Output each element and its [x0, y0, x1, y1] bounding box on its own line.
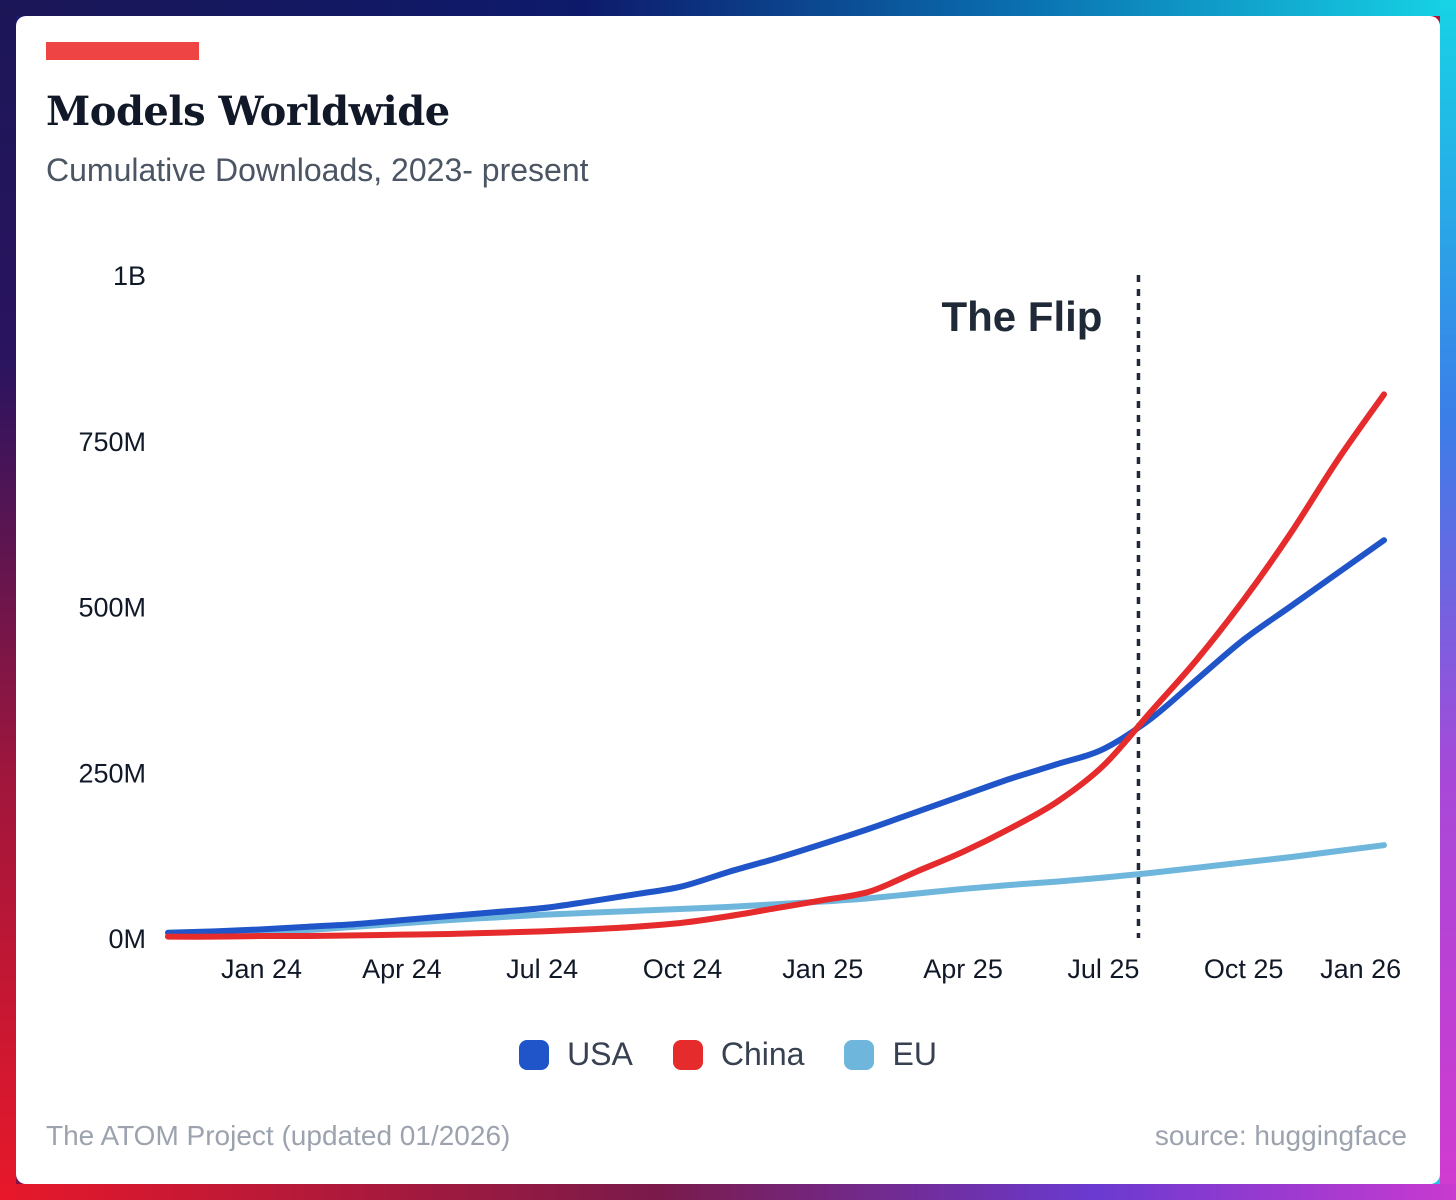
accent-bar: [46, 42, 199, 60]
x-axis-ticks: Jan 24 Apr 24 Jul 24 Oct 24 Jan 25 Apr 25 Jul …: [221, 954, 1401, 984]
legend-label: EU: [892, 1036, 937, 1072]
series-line-china: [165, 391, 1387, 940]
series-lines: [165, 391, 1387, 940]
legend-label: USA: [567, 1036, 633, 1072]
legend-item-eu: EU: [844, 1036, 937, 1073]
legend-label: China: [720, 1036, 805, 1072]
flip-annotation-label: The Flip: [941, 293, 1102, 340]
y-tick-label: 250M: [78, 758, 146, 788]
chart-legend: USA China EU: [16, 1036, 1440, 1073]
y-tick-label: 1B: [113, 261, 146, 291]
x-tick-label: Oct 24: [643, 954, 723, 984]
footer-source: source: huggingface: [1154, 1120, 1407, 1151]
chart-card: Models Worldwide Cumulative Downloads, 2…: [16, 16, 1440, 1184]
x-tick-label: Jan 26: [1320, 954, 1401, 984]
x-tick-label: Apr 24: [362, 954, 442, 984]
x-tick-label: Jul 25: [1067, 954, 1139, 984]
gradient-frame-left: [0, 0, 16, 1200]
legend-swatch: [844, 1039, 875, 1070]
x-tick-label: Jul 24: [506, 954, 578, 984]
gradient-frame-bottom: [0, 1184, 1456, 1200]
y-axis-ticks: 0M 250M 500M 750M 1B: [78, 261, 146, 954]
chart-subtitle: Cumulative Downloads, 2023- present: [46, 152, 589, 188]
annotations: The Flip: [941, 275, 1141, 938]
series-line-usa: [165, 537, 1387, 936]
chart-title: Models Worldwide: [46, 88, 450, 135]
y-tick-label: 500M: [78, 593, 146, 623]
line-chart: 0M 250M 500M 750M 1B Jan 24 Apr 24 Jul 24 Oct 2…: [78, 261, 1401, 984]
legend-item-china: China: [672, 1036, 805, 1073]
legend-item-usa: USA: [519, 1036, 633, 1073]
footer-credit: The ATOM Project (updated 01/2026): [46, 1120, 511, 1151]
y-tick-label: 750M: [78, 427, 146, 457]
x-tick-label: Jan 24: [221, 954, 302, 984]
legend-swatch: [519, 1039, 550, 1070]
x-tick-label: Apr 25: [923, 954, 1003, 984]
legend-swatch: [672, 1039, 703, 1070]
y-tick-label: 0M: [108, 924, 146, 954]
gradient-frame-top: [0, 0, 1456, 16]
x-tick-label: Oct 25: [1204, 954, 1284, 984]
x-tick-label: Jan 25: [782, 954, 863, 984]
gradient-frame-right: [1440, 0, 1456, 1200]
